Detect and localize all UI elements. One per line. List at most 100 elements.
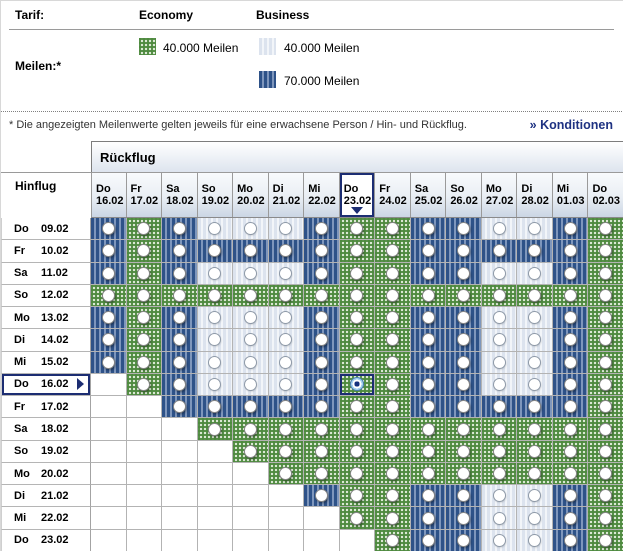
radio-19.02-25.02[interactable] <box>421 444 435 458</box>
radio-13.02-19.02[interactable] <box>208 311 222 325</box>
radio-15.02-28.02[interactable] <box>528 355 542 369</box>
radio-20.02-22.02[interactable] <box>314 467 328 481</box>
radio-12.02-25.02[interactable] <box>421 288 435 302</box>
radio-16.02-17.02[interactable] <box>137 377 151 391</box>
radio-10.02-17.02[interactable] <box>137 244 151 258</box>
radio-20.02-02.03[interactable] <box>599 467 613 481</box>
radio-13.02-25.02[interactable] <box>421 311 435 325</box>
radio-09.02-21.02[interactable] <box>279 222 293 236</box>
radio-23.02-24.02[interactable] <box>386 533 400 547</box>
radio-22.02-24.02[interactable] <box>386 511 400 525</box>
radio-14.02-27.02[interactable] <box>492 333 506 347</box>
radio-11.02-01.03[interactable] <box>563 266 577 280</box>
radio-12.02-20.02[interactable] <box>243 288 257 302</box>
radio-11.02-19.02[interactable] <box>208 266 222 280</box>
radio-11.02-16.02[interactable] <box>101 266 115 280</box>
radio-17.02-23.02[interactable] <box>350 400 364 414</box>
radio-12.02-02.03[interactable] <box>599 288 613 302</box>
radio-17.02-28.02[interactable] <box>528 400 542 414</box>
row-header-20.02[interactable]: Mo 20.02 <box>1 462 91 486</box>
row-header-14.02[interactable]: Di 14.02 <box>1 329 91 352</box>
radio-15.02-23.02[interactable] <box>350 355 364 369</box>
radio-19.02-28.02[interactable] <box>528 444 542 458</box>
radio-23.02-26.02[interactable] <box>457 533 471 547</box>
radio-17.02-02.03[interactable] <box>599 400 613 414</box>
radio-18.02-27.02[interactable] <box>492 422 506 436</box>
radio-12.02-19.02[interactable] <box>208 288 222 302</box>
radio-11.02-27.02[interactable] <box>492 266 506 280</box>
radio-17.02-19.02[interactable] <box>208 400 222 414</box>
radio-17.02-27.02[interactable] <box>492 400 506 414</box>
radio-13.02-23.02[interactable] <box>350 311 364 325</box>
radio-11.02-18.02[interactable] <box>172 266 186 280</box>
radio-13.02-27.02[interactable] <box>492 311 506 325</box>
row-header-13.02[interactable]: Mo 13.02 <box>1 307 91 330</box>
radio-21.02-01.03[interactable] <box>563 489 577 503</box>
radio-15.02-19.02[interactable] <box>208 355 222 369</box>
radio-09.02-22.02[interactable] <box>314 222 328 236</box>
radio-09.02-02.03[interactable] <box>599 222 613 236</box>
radio-10.02-21.02[interactable] <box>279 244 293 258</box>
radio-10.02-01.03[interactable] <box>563 244 577 258</box>
radio-17.02-25.02[interactable] <box>421 400 435 414</box>
row-header-23.02[interactable]: Do 23.02 <box>1 529 91 551</box>
radio-18.02-02.03[interactable] <box>599 422 613 436</box>
radio-15.02-24.02[interactable] <box>386 355 400 369</box>
radio-09.02-28.02[interactable] <box>528 222 542 236</box>
radio-15.02-21.02[interactable] <box>279 355 293 369</box>
row-header-12.02[interactable]: So 12.02 <box>1 284 91 308</box>
radio-16.02-22.02[interactable] <box>314 377 328 391</box>
radio-21.02-25.02[interactable] <box>421 489 435 503</box>
radio-13.02-17.02[interactable] <box>137 311 151 325</box>
radio-15.02-22.02[interactable] <box>314 355 328 369</box>
konditionen-link[interactable]: » Konditionen <box>529 118 613 132</box>
radio-16.02-20.02[interactable] <box>243 377 257 391</box>
radio-18.02-01.03[interactable] <box>563 422 577 436</box>
radio-19.02-22.02[interactable] <box>314 444 328 458</box>
radio-12.02-26.02[interactable] <box>457 288 471 302</box>
row-header-15.02[interactable]: Mi 15.02 <box>1 351 91 374</box>
radio-10.02-18.02[interactable] <box>172 244 186 258</box>
radio-20.02-01.03[interactable] <box>563 467 577 481</box>
col-header-23.02[interactable]: Do 23.02 <box>339 173 376 217</box>
radio-16.02-19.02[interactable] <box>208 377 222 391</box>
radio-10.02-26.02[interactable] <box>457 244 471 258</box>
radio-11.02-23.02[interactable] <box>350 266 364 280</box>
radio-13.02-02.03[interactable] <box>599 311 613 325</box>
radio-20.02-25.02[interactable] <box>421 467 435 481</box>
radio-10.02-02.03[interactable] <box>599 244 613 258</box>
radio-11.02-20.02[interactable] <box>243 266 257 280</box>
row-header-09.02[interactable]: Do 09.02 <box>1 218 91 241</box>
radio-09.02-23.02[interactable] <box>350 222 364 236</box>
radio-10.02-28.02[interactable] <box>528 244 542 258</box>
radio-16.02-24.02[interactable] <box>386 377 400 391</box>
radio-16.02-01.03[interactable] <box>563 377 577 391</box>
row-header-10.02[interactable]: Fr 10.02 <box>1 240 91 263</box>
radio-10.02-22.02[interactable] <box>314 244 328 258</box>
radio-22.02-23.02[interactable] <box>350 511 364 525</box>
radio-18.02-20.02[interactable] <box>243 422 257 436</box>
col-header-22.02[interactable]: Mi 22.02 <box>304 173 340 217</box>
radio-22.02-25.02[interactable] <box>421 511 435 525</box>
radio-13.02-18.02[interactable] <box>172 311 186 325</box>
radio-18.02-19.02[interactable] <box>208 422 222 436</box>
radio-20.02-26.02[interactable] <box>457 467 471 481</box>
col-header-19.02[interactable]: So 19.02 <box>197 173 234 217</box>
radio-12.02-22.02[interactable] <box>314 288 328 302</box>
radio-09.02-01.03[interactable] <box>563 222 577 236</box>
col-header-17.02[interactable]: Fr 17.02 <box>126 173 163 217</box>
radio-12.02-01.03[interactable] <box>563 288 577 302</box>
radio-13.02-28.02[interactable] <box>528 311 542 325</box>
radio-10.02-25.02[interactable] <box>421 244 435 258</box>
radio-11.02-25.02[interactable] <box>421 266 435 280</box>
radio-10.02-24.02[interactable] <box>386 244 400 258</box>
col-header-02.03[interactable]: Do 02.03 <box>588 173 623 217</box>
col-header-24.02[interactable]: Fr 24.02 <box>375 173 411 217</box>
radio-21.02-27.02[interactable] <box>492 489 506 503</box>
radio-23.02-25.02[interactable] <box>421 533 435 547</box>
radio-17.02-22.02[interactable] <box>314 400 328 414</box>
radio-17.02-26.02[interactable] <box>457 400 471 414</box>
radio-23.02-28.02[interactable] <box>528 533 542 547</box>
col-header-26.02[interactable]: So 26.02 <box>446 173 482 217</box>
row-header-19.02[interactable]: So 19.02 <box>1 440 91 463</box>
